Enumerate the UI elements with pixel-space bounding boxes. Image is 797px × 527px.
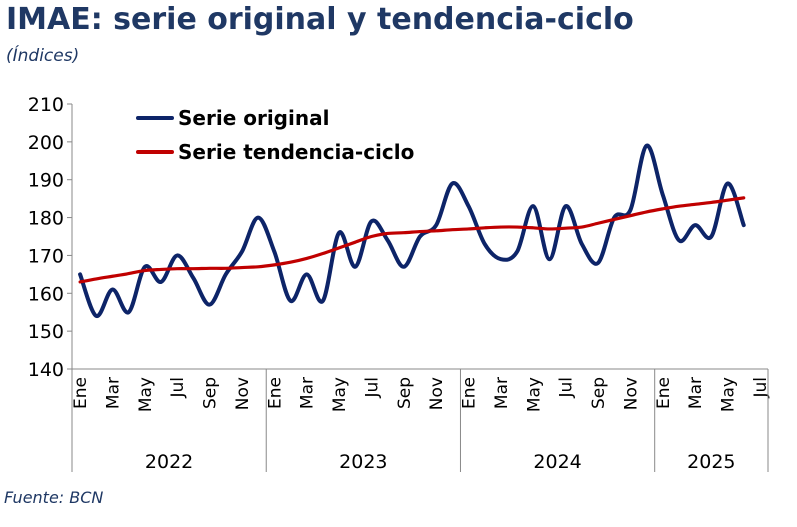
x-tick-label: Mar <box>103 377 123 409</box>
x-tick-label: May <box>524 377 544 412</box>
x-tick-label: Ene <box>654 377 674 409</box>
y-tick-label: 150 <box>28 321 64 343</box>
x-tick-label: Mar <box>298 377 318 409</box>
x-tick-label: Sep <box>201 377 221 409</box>
x-tick-label: Nov <box>427 377 447 410</box>
x-tick-label: Jul <box>362 377 382 399</box>
x-tick-label: Ene <box>460 377 480 409</box>
chart-subtitle: (Índices) <box>6 46 80 66</box>
axes: 140 150 160 170 180 190 200 210 Ene Mar May Jul Sep N… <box>28 94 771 473</box>
y-tick-label: 210 <box>28 94 64 116</box>
y-tick-label: 190 <box>28 170 64 192</box>
x-tick-label: Jul <box>168 377 188 399</box>
x-tick-label: Mar <box>492 377 512 409</box>
series-line-original <box>78 143 746 318</box>
x-tick-label: Jul <box>557 377 577 399</box>
x-tick-label: Nov <box>621 377 641 410</box>
x-tick-label: May <box>330 377 350 412</box>
legend: Serie original Serie tendencia-ciclo <box>136 106 414 164</box>
x-tick-label: Sep <box>589 377 609 409</box>
year-label: 2024 <box>533 451 581 473</box>
y-tick-label: 200 <box>28 132 64 154</box>
year-label: 2025 <box>687 451 735 473</box>
year-label: 2022 <box>145 451 193 473</box>
series-layer <box>78 143 746 318</box>
x-tick-label: May <box>719 377 739 412</box>
x-tick-label: Jul <box>751 377 771 399</box>
x-tick-label: Nov <box>233 377 253 410</box>
x-tick-label: Ene <box>265 377 285 409</box>
year-label: 2023 <box>339 451 387 473</box>
y-tick-label: 180 <box>28 208 64 230</box>
series-line-trend <box>78 196 746 284</box>
x-tick-label: Ene <box>71 377 91 409</box>
y-tick-label: 140 <box>28 359 64 381</box>
x-tick-label: Mar <box>686 377 706 409</box>
x-tick-label: Sep <box>395 377 415 409</box>
y-tick-label: 170 <box>28 245 64 267</box>
source-note: Fuente: BCN <box>4 488 104 507</box>
x-tick-label: May <box>136 377 156 412</box>
y-tick-label: 160 <box>28 283 64 305</box>
legend-label-trend: Serie tendencia-ciclo <box>178 140 414 164</box>
legend-label-original: Serie original <box>178 106 329 130</box>
chart-title: IMAE: serie original y tendencia-ciclo <box>6 2 634 37</box>
